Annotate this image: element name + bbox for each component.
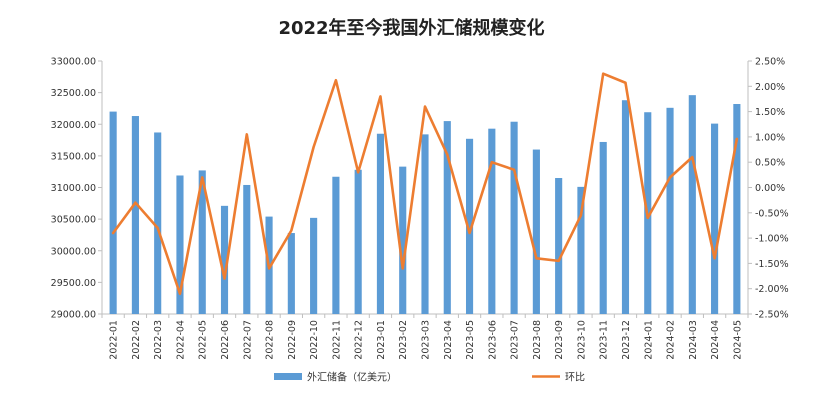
x-tick-label: 2023-08 [532,320,543,360]
bar-2022-01 [109,111,117,314]
bar-2022-04 [176,175,184,314]
legend-swatch-bar [274,373,302,380]
x-tick-label: 2024-01 [643,320,654,360]
x-tick-label: 2022-08 [265,320,276,360]
y-right-tick-label: 2.50% [755,57,785,68]
x-tick-label: 2023-12 [621,320,632,360]
x-tick-label: 2023-10 [576,320,587,360]
x-tick-label: 2022-03 [153,320,164,360]
bar-2024-05 [733,104,741,314]
chart-title: 2022年至今我国外汇储规模变化 [278,18,545,39]
x-tick-label: 2022-02 [131,320,142,360]
y-left-tick-label: 32000.00 [51,120,96,131]
x-tick-label: 2023-01 [376,320,387,360]
x-tick-label: 2023-11 [599,320,610,360]
legend-label-line: 环比 [565,372,585,384]
bar-2022-05 [198,170,206,314]
x-tick-label: 2023-06 [487,320,498,360]
y-right-tick-label: 2.00% [755,82,785,93]
y-left-tick-label: 29000.00 [51,310,96,321]
y-left-tick-label: 31000.00 [51,183,96,194]
x-tick-label: 2022-11 [331,320,342,360]
bar-2023-11 [599,141,607,314]
y-right-tick-label: -0.50% [755,208,789,219]
x-tick-label: 2022-10 [309,320,320,360]
x-tick-label: 2022-05 [198,320,209,360]
y-left-tick-label: 31500.00 [51,151,96,162]
bar-2023-08 [532,149,540,314]
x-tick-label: 2023-04 [443,320,454,360]
x-tick-label: 2023-07 [510,320,521,360]
x-tick-label: 2023-03 [421,320,432,360]
x-tick-label: 2022-01 [109,320,120,360]
y-left-tick-label: 33000.00 [51,57,96,68]
bar-2022-07 [243,184,251,314]
bar-2023-10 [577,186,585,314]
bar-2023-04 [443,121,451,315]
y-right-tick-label: 0.50% [755,158,785,169]
x-tick-label: 2023-09 [554,320,565,360]
bar-2022-06 [220,205,229,314]
x-tick-label: 2023-05 [465,320,476,360]
y-right-tick-label: -2.50% [755,310,789,321]
x-tick-label: 2022-09 [287,320,298,360]
x-tick-label: 2022-04 [175,320,186,360]
bar-2022-03 [154,132,162,314]
x-tick-label: 2022-12 [354,320,365,360]
y-right-tick-label: 1.00% [755,132,785,143]
bar-2024-02 [666,107,674,315]
x-tick-label: 2024-03 [688,320,699,360]
bar-2022-09 [287,233,295,314]
bar-2023-07 [510,121,518,314]
bar-2022-11 [332,176,340,314]
bar-2023-09 [555,178,563,314]
legend-label-bar: 外汇储备（亿美元） [307,371,397,384]
bar-2022-10 [310,217,318,314]
bar-2022-12 [354,169,362,314]
y-right-tick-label: -2.00% [755,284,789,295]
bar-2022-02 [131,116,139,314]
y-right-tick-label: -1.50% [755,259,789,270]
bar-2023-12 [621,100,630,314]
bar-2024-04 [711,123,719,315]
y-right-tick-label: 0.00% [755,183,785,194]
bar-2024-03 [688,95,696,314]
bar-2023-02 [399,166,407,314]
y-right-tick-label: 1.50% [755,107,785,118]
x-tick-label: 2024-05 [732,320,743,360]
x-tick-label: 2022-06 [220,320,231,360]
x-tick-label: 2023-02 [398,320,409,360]
bar-2023-05 [465,138,474,314]
y-right-tick-label: -1.00% [755,234,789,245]
x-tick-label: 2024-04 [710,320,721,360]
bar-2023-01 [376,133,385,314]
y-left-tick-label: 30500.00 [51,215,96,226]
y-left-tick-label: 30000.00 [51,246,96,257]
y-left-tick-label: 29500.00 [51,278,96,289]
bar-2023-03 [421,134,429,314]
x-tick-label: 2022-07 [242,320,253,360]
y-left-tick-label: 32500.00 [51,88,96,99]
x-tick-label: 2024-02 [666,320,677,360]
bar-2023-06 [488,128,496,314]
